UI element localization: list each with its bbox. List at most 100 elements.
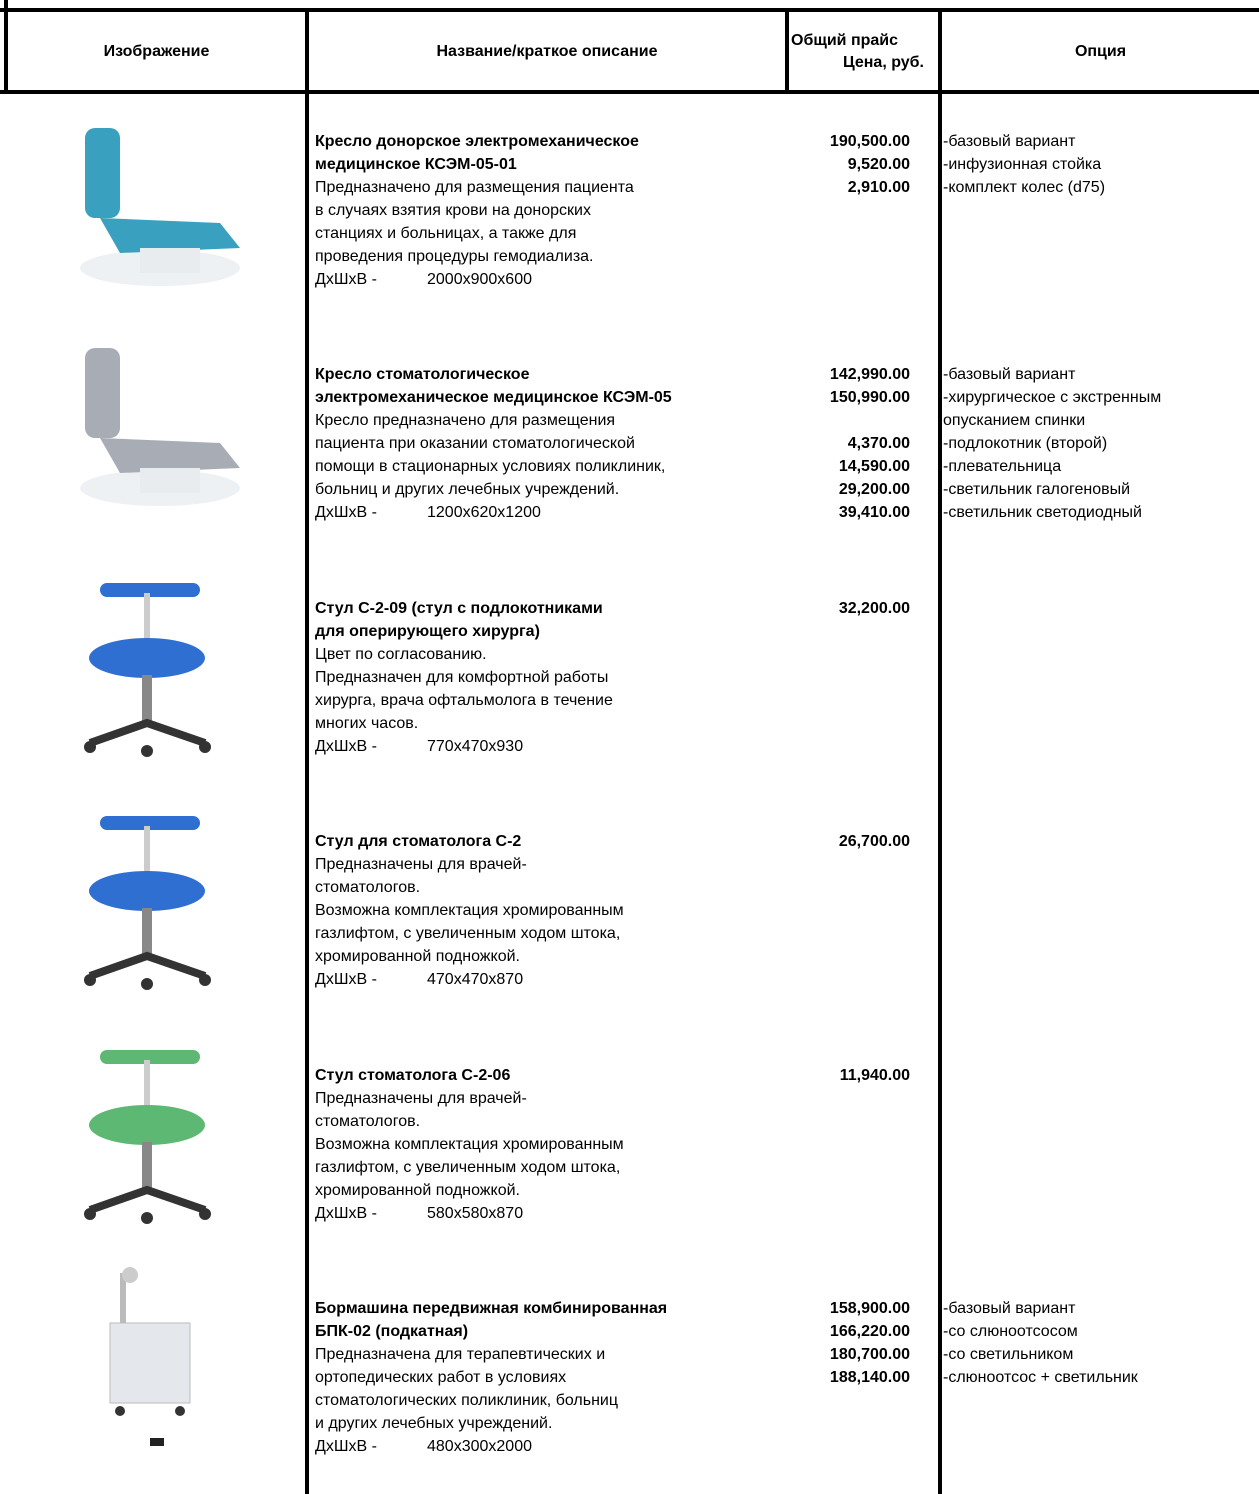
description-line: Предназначено для размещения пациента bbox=[315, 179, 634, 196]
image-shape bbox=[100, 218, 240, 253]
image-shape bbox=[88, 718, 207, 747]
description-line: стоматологов. bbox=[315, 1113, 421, 1130]
price-option: 190,500.00 -базовый вариант bbox=[790, 130, 1259, 153]
option: -инфузионная стойка bbox=[943, 156, 1102, 173]
price-option: 11,940.00 bbox=[790, 1064, 1259, 1087]
dims-value: 2000х900х600 bbox=[427, 271, 532, 288]
image-shape bbox=[100, 1050, 200, 1064]
image-shape bbox=[142, 1142, 152, 1192]
option: -со слюноотсосом bbox=[943, 1323, 1078, 1340]
description-line: Цвет по согласованию. bbox=[315, 646, 487, 663]
price-options: 142,990.00 -базовый вариант 150,990.00 -хир… bbox=[790, 363, 1259, 524]
header-text: Общий прайс bbox=[791, 32, 899, 49]
image-shape bbox=[140, 248, 200, 273]
description-line: хромированной подножкой. bbox=[315, 1182, 520, 1199]
dims-value: 580х580х870 bbox=[427, 1205, 524, 1222]
dims-label: ДхШхВ - bbox=[315, 1205, 377, 1222]
image-shape bbox=[120, 1273, 126, 1323]
image-shape bbox=[142, 908, 152, 958]
option: -светильник галогеновый bbox=[943, 481, 1131, 498]
price-options: 158,900.00 -базовый вариант 166,220.00 -со … bbox=[790, 1297, 1259, 1389]
dims-value: 770х470х930 bbox=[427, 738, 524, 755]
description-line: Возможна комплектация хромированным bbox=[315, 1136, 624, 1153]
image-shape bbox=[115, 1406, 125, 1416]
header-cell: Опция bbox=[1074, 43, 1127, 60]
dims-label: ДхШхВ - bbox=[315, 1438, 377, 1455]
image-shape bbox=[109, 1322, 191, 1404]
price-option: 14,590.00 -плевательница bbox=[790, 455, 1259, 478]
dims-label: ДхШхВ - bbox=[315, 738, 377, 755]
image-shape bbox=[100, 816, 200, 830]
description: Стул С-2-09 (стул с подлокотниками для оп… bbox=[315, 597, 775, 758]
price-options: 32,200.00 bbox=[790, 597, 1259, 620]
option: -плевательница bbox=[943, 458, 1062, 475]
price: 11,940.00 bbox=[839, 1067, 910, 1084]
product-image bbox=[84, 1050, 211, 1224]
option: -светильник светодиодный bbox=[943, 504, 1142, 521]
price: 188,140.00 bbox=[829, 1369, 910, 1386]
border bbox=[4, 0, 8, 94]
border bbox=[785, 8, 789, 94]
product-image bbox=[80, 348, 240, 506]
description-line: хирурга, врача офтальмолога в течение bbox=[315, 692, 613, 709]
price-option: 166,220.00 -со слюноотсосом bbox=[790, 1320, 1259, 1343]
description-line: станциях и больницах, а также для bbox=[315, 225, 577, 242]
product-title: для оперирующего хирурга) bbox=[315, 623, 540, 640]
price: 32,200.00 bbox=[838, 600, 910, 617]
dims-label: ДхШхВ - bbox=[315, 504, 377, 521]
image-shape bbox=[199, 974, 211, 986]
price-option: 26,700.00 bbox=[790, 830, 1259, 853]
image-shape bbox=[144, 1060, 150, 1120]
description-line: помощи в стационарных условиях поликлини… bbox=[315, 458, 666, 475]
description: Стул стоматолога С-2-06 Предназначены для… bbox=[315, 1064, 775, 1225]
price: 29,200.00 bbox=[838, 481, 910, 498]
border bbox=[305, 8, 309, 1494]
price: 158,900.00 bbox=[829, 1300, 910, 1317]
option: -базовый вариант bbox=[943, 1300, 1076, 1317]
image-shape bbox=[144, 593, 150, 653]
product-title: Кресло стоматологическое bbox=[315, 366, 530, 383]
image-shape bbox=[140, 468, 200, 493]
image-shape bbox=[84, 974, 96, 986]
dims-label: ДхШхВ - bbox=[315, 971, 377, 988]
dims-value: 480х300х2000 bbox=[427, 1438, 532, 1455]
image-shape bbox=[100, 583, 200, 597]
image-shape bbox=[142, 675, 152, 725]
header-cell: Общий прайс Цена, руб. bbox=[789, 12, 938, 92]
image-shape bbox=[175, 1406, 185, 1416]
image-shape bbox=[84, 1208, 96, 1220]
image-shape bbox=[85, 348, 120, 438]
price: 9,520.00 bbox=[847, 156, 910, 173]
dims-value: 470х470х870 bbox=[427, 971, 524, 988]
price: 180,700.00 bbox=[829, 1346, 910, 1363]
option: -базовый вариант bbox=[943, 133, 1076, 150]
image-shape bbox=[141, 978, 153, 990]
price-option: 158,900.00 -базовый вариант bbox=[790, 1297, 1259, 1320]
price-option: 9,520.00 -инфузионная стойка bbox=[790, 153, 1259, 176]
product-title: Стул стоматолога С-2-06 bbox=[315, 1067, 511, 1084]
description-line: стоматологических поликлиник, больниц bbox=[315, 1392, 619, 1409]
description-line: пациента при оказании стоматологической bbox=[315, 435, 635, 452]
image-shape bbox=[88, 951, 207, 980]
product-title: Стул для стоматолога С-2 bbox=[315, 833, 522, 850]
product-title: медицинское КСЭМ-05-01 bbox=[315, 156, 517, 173]
image-shape bbox=[141, 1212, 153, 1224]
image-shape bbox=[89, 1105, 205, 1145]
description-line: в случаях взятия крови на донорских bbox=[315, 202, 591, 219]
description-line: стоматологов. bbox=[315, 879, 421, 896]
product-image bbox=[84, 583, 211, 757]
image-shape bbox=[100, 438, 240, 473]
image-shape bbox=[144, 826, 150, 886]
image-shape bbox=[88, 1185, 207, 1214]
description-line: многих часов. bbox=[315, 715, 419, 732]
price-option: 142,990.00 -базовый вариант bbox=[790, 363, 1259, 386]
price-option: 180,700.00 -со светильником bbox=[790, 1343, 1259, 1366]
dimensions: ДхШхВ - 470х470х870 bbox=[315, 968, 775, 991]
price: 166,220.00 bbox=[829, 1323, 910, 1340]
dimensions: ДхШхВ - 1200х620х1200 bbox=[315, 501, 775, 524]
price-option: 39,410.00 -светильник светодиодный bbox=[790, 501, 1259, 524]
description-line: и других лечебных учреждений. bbox=[315, 1415, 553, 1432]
price: 4,370.00 bbox=[847, 435, 910, 452]
description: Бормашина передвижная комбинированная БПК… bbox=[315, 1297, 775, 1458]
